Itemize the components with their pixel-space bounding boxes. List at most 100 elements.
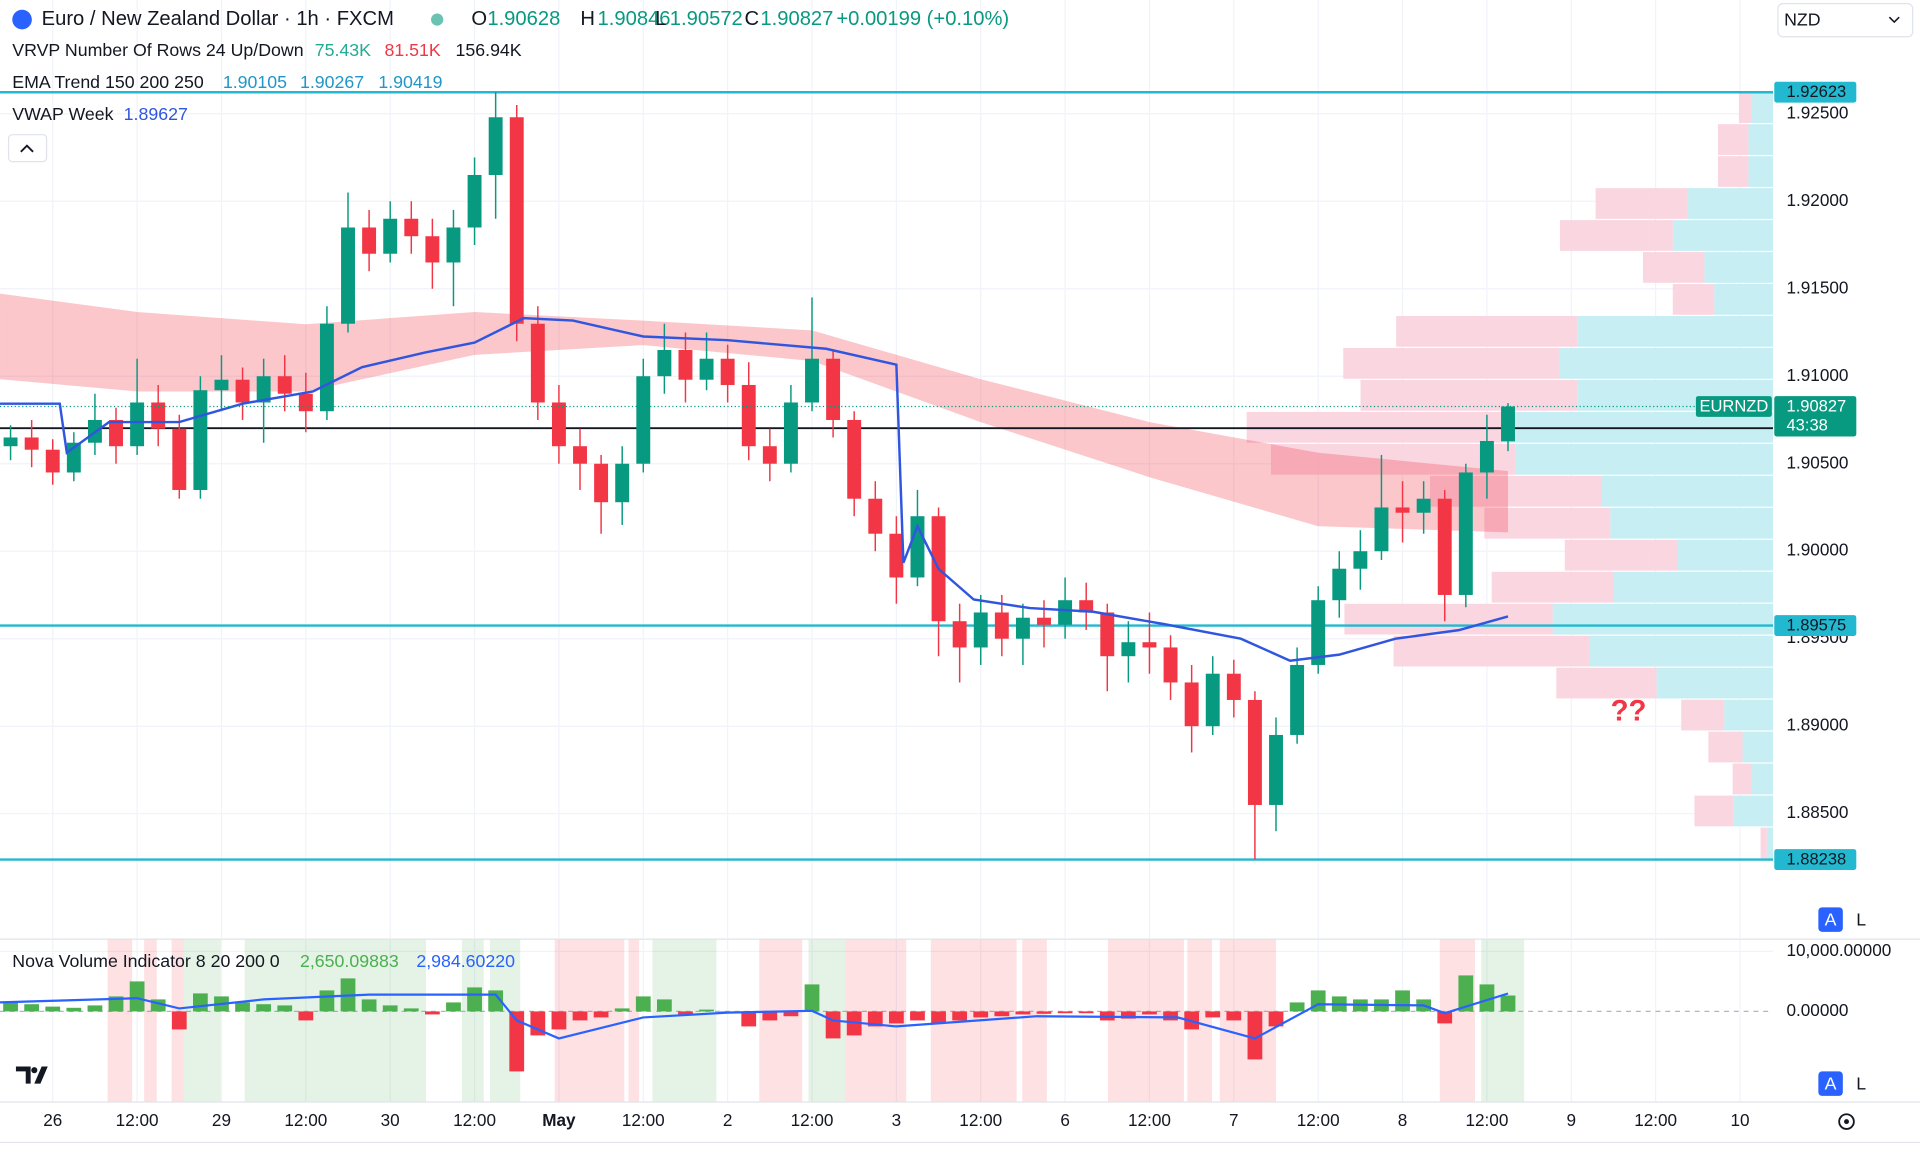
histogram-bar — [952, 1011, 968, 1021]
candle-body — [615, 463, 630, 503]
candle-body — [594, 463, 609, 503]
indicator-value: 156.94K — [456, 40, 522, 60]
indicator-value: 1.89627 — [124, 104, 188, 124]
currency-select[interactable] — [1777, 3, 1914, 38]
histogram-bar — [1289, 1002, 1305, 1012]
histogram-bar — [867, 1011, 883, 1027]
profile-up — [1589, 635, 1774, 667]
histogram-bar — [804, 984, 820, 1012]
histogram-bar — [24, 1004, 40, 1012]
candle-body — [1479, 440, 1494, 473]
candle-body — [1205, 673, 1220, 727]
indicator-label: EMA Trend 150 200 250 — [12, 72, 204, 92]
axis-layer: 26 12:00 29 12:00 30 12:00 May 12:00 2 12:00 3 12:0… — [43, 81, 1891, 1130]
y-tick-label: 0.00000 — [1787, 1000, 1849, 1020]
price-tag-label: 1.89575 — [1787, 616, 1847, 635]
histogram-bar — [403, 1008, 419, 1012]
candle-body — [172, 428, 187, 490]
signal-zone — [107, 939, 133, 1103]
x-tick-label: 29 — [212, 1110, 231, 1130]
indicator-label: VRVP Number Of Rows 24 Up/Down — [12, 40, 303, 60]
candle-body — [1037, 617, 1051, 625]
profile-down — [1732, 763, 1752, 795]
ohlc-key: L — [655, 8, 666, 30]
profile-up — [1656, 667, 1774, 699]
profile-down — [1484, 507, 1611, 539]
x-tick-label: 12:00 — [622, 1110, 665, 1130]
annotation: ?? — [1611, 694, 1647, 727]
candle-body — [636, 376, 651, 464]
profile-down — [1717, 124, 1749, 155]
histogram-bar — [150, 999, 166, 1012]
indicator-value: 2,984.60220 — [416, 951, 515, 971]
auto-scale-button[interactable] — [1818, 907, 1843, 932]
x-tick-label: 3 — [892, 1110, 902, 1130]
histogram-bar — [277, 1005, 293, 1012]
profile-up — [1672, 220, 1774, 251]
candle-body — [488, 117, 503, 175]
histogram-bar — [888, 1011, 904, 1024]
candle-body — [868, 498, 883, 534]
histogram-bar — [1395, 990, 1410, 1012]
histogram-bar — [1247, 1011, 1263, 1060]
ohlc-key: H — [580, 8, 595, 30]
chart-title: Euro / New Zealand Dollar · 1h · FXCM — [42, 8, 394, 30]
collapse-button[interactable] — [7, 134, 48, 163]
button-label: A — [1825, 1074, 1837, 1094]
candle-body — [530, 323, 545, 403]
y-tick-label: 1.90500 — [1787, 452, 1849, 472]
indicator-value: 1.90105 — [223, 72, 287, 92]
histogram-bar — [1036, 1011, 1052, 1014]
candle-body — [298, 393, 313, 412]
profile-up — [1714, 284, 1774, 315]
histogram-bar — [678, 1011, 693, 1015]
indicator-value: 75.43K — [315, 40, 371, 60]
profile-up — [1687, 188, 1774, 219]
price-tag-label: 1.92623 — [1787, 82, 1847, 101]
histogram-bar — [614, 1008, 630, 1012]
candle-body — [720, 358, 735, 385]
candle-body — [1269, 734, 1283, 805]
settings-icon[interactable] — [1838, 1113, 1855, 1130]
histogram-bar — [741, 1011, 757, 1027]
symbol-tag — [1695, 396, 1772, 417]
y-tick-label: 1.88500 — [1787, 802, 1849, 822]
profile-up — [1748, 156, 1774, 187]
logo — [15, 1066, 48, 1084]
signal-zone — [144, 939, 157, 1103]
chevron-icon — [20, 144, 34, 153]
candle-body — [1290, 664, 1305, 735]
indicator-value: 2,650.09883 — [300, 951, 399, 971]
profile-down — [1360, 379, 1578, 411]
log-scale-button[interactable]: L — [1856, 1074, 1866, 1094]
candle-body — [509, 117, 524, 324]
candle-body — [1015, 617, 1030, 639]
histogram-bar — [699, 1009, 714, 1012]
candle-body — [1501, 406, 1515, 442]
candle-body — [847, 419, 862, 499]
profile-down — [1559, 220, 1673, 251]
histogram-bar — [1078, 1011, 1094, 1014]
histogram-bar — [298, 1011, 314, 1021]
signal-zone — [759, 939, 803, 1103]
price-tag-label: 1.88238 — [1787, 850, 1847, 869]
log-scale-button[interactable]: L — [1856, 909, 1866, 929]
profile-up — [1748, 124, 1774, 155]
candle-body — [994, 612, 1009, 639]
histogram-bar — [1120, 1011, 1136, 1019]
candle-body — [319, 323, 334, 412]
candle-body — [1163, 647, 1178, 683]
histogram-bar — [910, 1011, 925, 1021]
y-tick-label: 1.92500 — [1787, 102, 1849, 122]
candle-body — [109, 419, 123, 447]
button-label: A — [1825, 909, 1837, 929]
x-tick-label: 12:00 — [116, 1110, 159, 1130]
auto-scale-button[interactable] — [1818, 1071, 1843, 1096]
candle-body — [3, 437, 18, 447]
profile-up — [1724, 699, 1774, 731]
candle-body — [446, 227, 461, 263]
candle-body — [425, 236, 440, 263]
y-tick-label: 1.91000 — [1787, 365, 1849, 385]
candle-body — [404, 218, 419, 237]
candle-body — [235, 379, 250, 403]
